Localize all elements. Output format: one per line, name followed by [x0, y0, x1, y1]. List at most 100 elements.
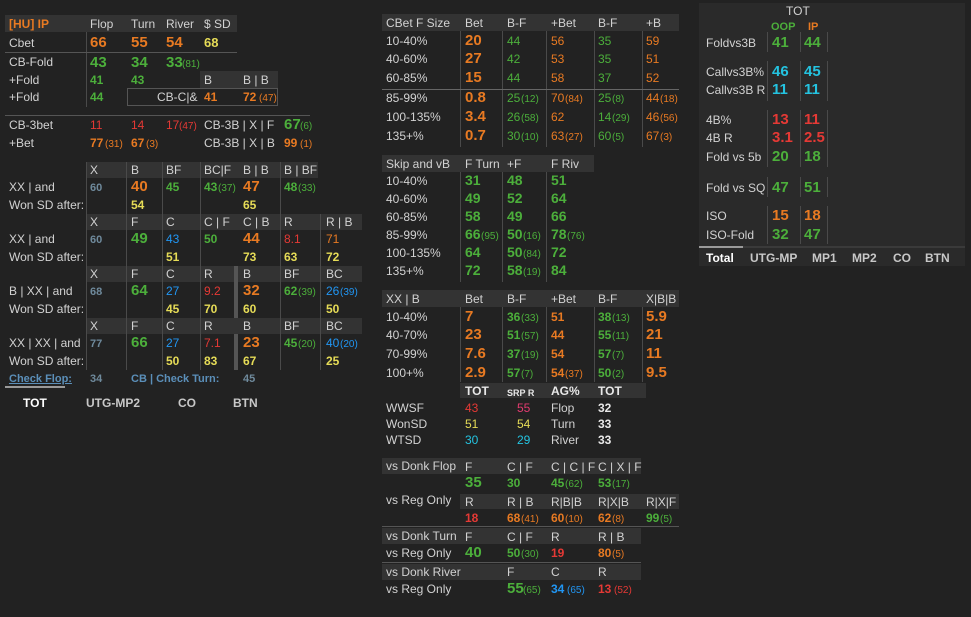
stat-value: 18 [804, 148, 821, 165]
col-header: +F [507, 157, 522, 171]
tab-utg-mp2[interactable]: UTG-MP2 [86, 396, 140, 410]
stat-value: 50 [507, 546, 521, 560]
check-flop-label[interactable]: Check Flop: [9, 373, 72, 385]
sample-count: (33) [521, 313, 539, 324]
stat-value: 43 [204, 180, 218, 194]
stat-value: 51 [551, 172, 567, 188]
stat-value: 15 [772, 207, 789, 224]
row-label: 40-60% [386, 192, 428, 206]
col-header: R [204, 319, 213, 333]
stat-value: 66 [90, 34, 107, 51]
stat-value: 48 [507, 172, 523, 188]
stat-value: 49 [507, 208, 523, 224]
row-label: 70-99% [386, 347, 428, 361]
stat-value: 3.1 [772, 129, 793, 146]
tab-co[interactable]: CO [178, 396, 196, 410]
col-header: C | F [507, 460, 533, 474]
stat-value: 21 [646, 326, 663, 343]
col-flop: Flop [90, 17, 114, 31]
stat-value: 37 [598, 71, 612, 85]
stat-value: 58 [465, 208, 481, 224]
stat-value: 70 [551, 91, 565, 105]
tab-co[interactable]: CO [893, 251, 911, 265]
stat-value: 45 [551, 476, 565, 490]
stat-value: 78 [551, 226, 567, 242]
col-header: B | BF [284, 163, 318, 177]
row-label: ISO [706, 209, 727, 223]
sample-count: (76) [567, 231, 585, 242]
stat-value: 60 [551, 511, 565, 525]
stat-value: 11 [646, 345, 662, 362]
stat-value: 44 [804, 34, 821, 51]
stat-value: 34 [90, 373, 103, 385]
row-label: vs Reg Only [386, 582, 452, 596]
tab-utg-mp[interactable]: UTG-MP [750, 251, 798, 265]
stat-value: 83 [204, 354, 218, 368]
stat-value: 11 [804, 111, 820, 128]
stat-value: 47 [772, 179, 789, 196]
stat-value: 3.4 [465, 108, 486, 125]
panel-title: Skip and vB [386, 157, 451, 171]
stat-value: 14 [598, 110, 612, 124]
tab-mp2[interactable]: MP2 [852, 251, 877, 265]
stat-value: 33 [598, 433, 612, 447]
stat-value: 43 [166, 232, 180, 246]
row-label: 85-99% [386, 228, 428, 242]
stat-value: 26 [326, 284, 340, 298]
row-label: CB-C|& [157, 90, 198, 104]
stat-value: 72 [326, 250, 340, 264]
active-tab-indicator [699, 246, 743, 248]
stat-value: 51 [551, 310, 565, 324]
tab-total[interactable]: Total [706, 251, 734, 265]
tab-mp1[interactable]: MP1 [812, 251, 837, 265]
row-label: CB-Fold [9, 55, 54, 69]
col-header: BC|F [204, 163, 232, 177]
stat-value: 8.1 [284, 232, 301, 246]
row-label: Won SD after: [9, 354, 85, 368]
sample-count: (58) [521, 113, 539, 124]
row-label: vs Donk Flop [386, 459, 457, 473]
row-label: Fold vs SQ [706, 181, 766, 195]
sample-count: (18) [660, 94, 678, 105]
sample-count: (19) [521, 350, 539, 361]
sample-count: (81) [182, 59, 200, 70]
stat-value: 30 [507, 129, 521, 143]
col-header: C | F [204, 215, 230, 229]
sample-count: (13) [612, 313, 630, 324]
sample-count: (52) [614, 585, 632, 596]
stat-value: 99 [284, 136, 298, 150]
tab-tot[interactable]: TOT [23, 396, 47, 410]
row-label: XX | and [9, 232, 55, 246]
stat-value: 50 [507, 226, 523, 242]
stat-value: 64 [551, 190, 567, 206]
stat-value: 33 [598, 417, 612, 431]
sample-count: (84) [565, 94, 583, 105]
sample-count: (10) [521, 132, 539, 143]
stat-value: 53 [598, 476, 612, 490]
stat-value: 52 [646, 71, 660, 85]
row-label: vs Donk River [386, 565, 461, 579]
row-label: Won SD after: [9, 302, 85, 316]
sample-count: (8) [612, 94, 625, 105]
stat-value: 34 [551, 582, 565, 596]
stat-value: 68 [507, 511, 521, 525]
stat-value: 44 [507, 71, 521, 85]
stat-value: 60 [243, 302, 257, 316]
col-header: F [131, 319, 139, 333]
sample-count: (8) [612, 514, 625, 525]
sample-count: (2) [612, 369, 625, 380]
stat-value: 42 [507, 52, 521, 66]
col-header: C | B [243, 215, 270, 229]
tab-btn[interactable]: BTN [233, 396, 258, 410]
row-label: River [551, 433, 580, 447]
stat-value: 77 [90, 136, 104, 150]
tab-btn[interactable]: BTN [925, 251, 950, 265]
stat-value: 67 [284, 116, 301, 133]
stat-value: 25 [326, 354, 340, 368]
stat-value: 63 [284, 250, 298, 264]
stat-value: 66 [551, 208, 567, 224]
stat-value: 62 [551, 110, 565, 124]
row-label: 85-99% [386, 91, 428, 105]
